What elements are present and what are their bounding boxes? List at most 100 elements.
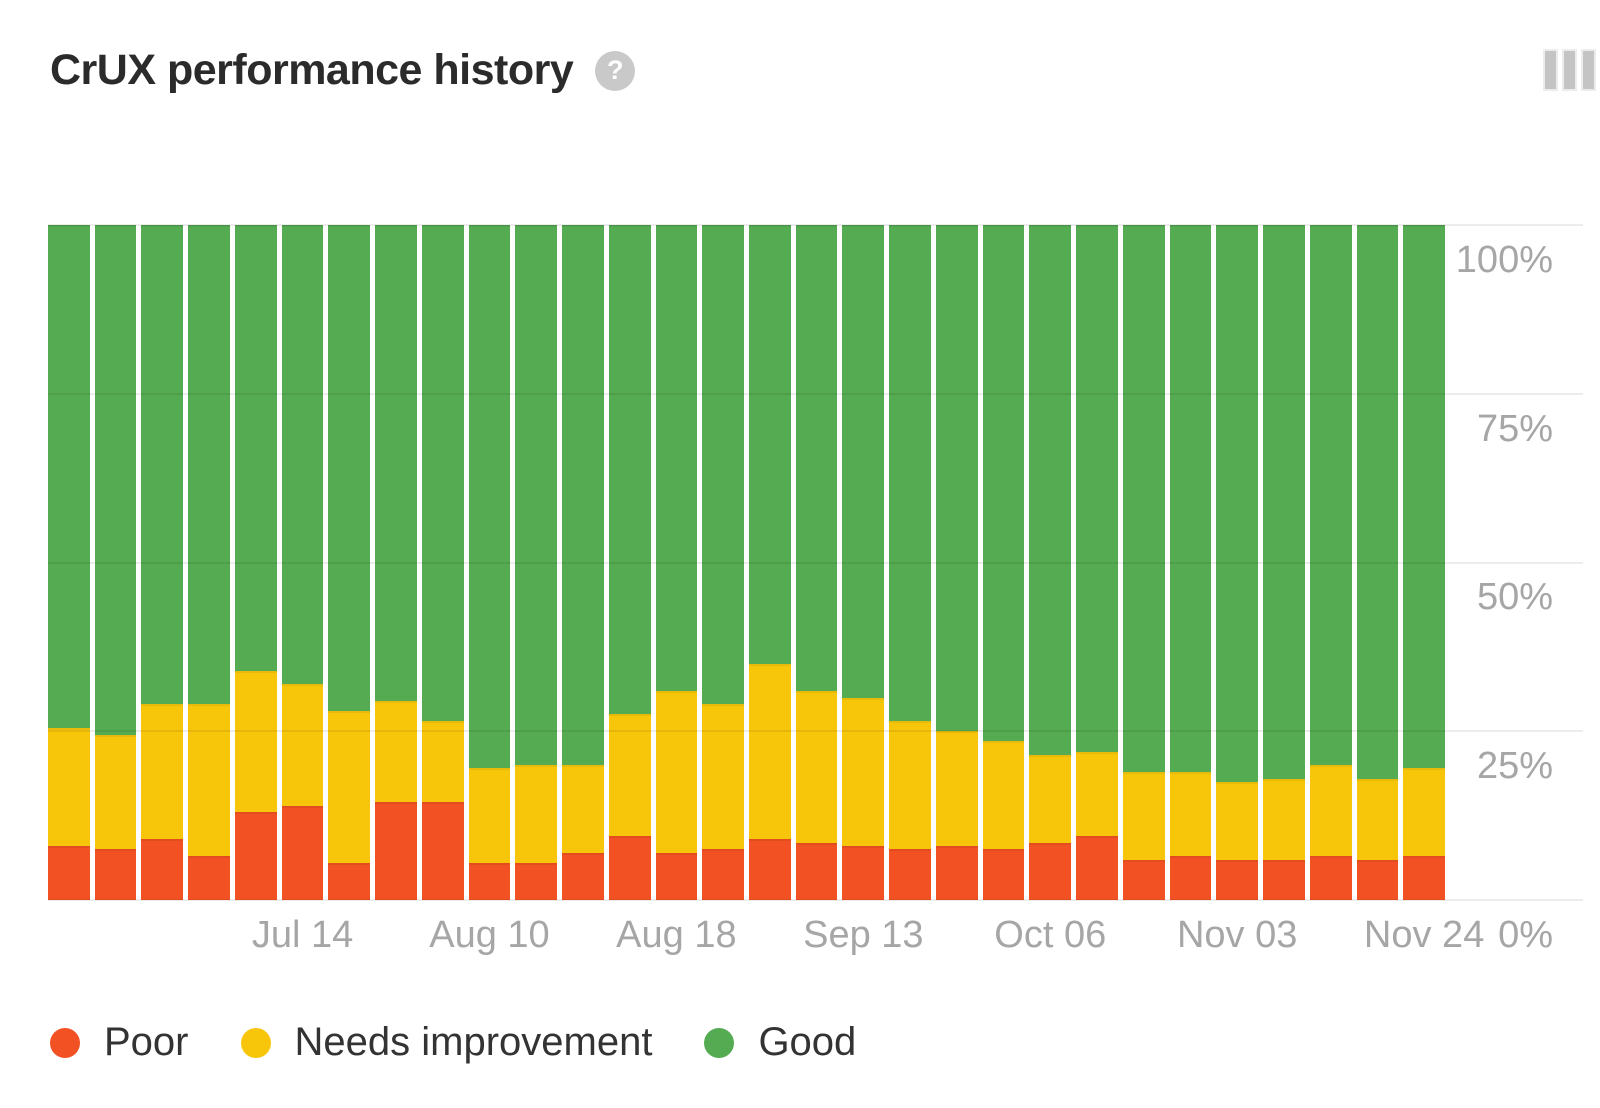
legend-item-needs-improvement[interactable]: Needs improvement <box>240 1020 652 1065</box>
bar[interactable] <box>328 225 371 900</box>
bar-segment-poor[interactable] <box>188 856 230 900</box>
bar-segment-good[interactable] <box>655 225 698 691</box>
bar-segment-poor[interactable] <box>982 849 1025 900</box>
bar-segment-good[interactable] <box>608 225 651 715</box>
bar-segment-needs-improvement[interactable] <box>608 714 651 836</box>
column-chart-icon[interactable] <box>1543 49 1596 91</box>
bar[interactable] <box>421 225 464 900</box>
bar-segment-poor[interactable] <box>48 846 90 900</box>
bar-segment-needs-improvement[interactable] <box>1356 778 1399 860</box>
bar-segment-needs-improvement[interactable] <box>982 741 1025 850</box>
bar-segment-needs-improvement[interactable] <box>421 721 464 803</box>
bar[interactable] <box>188 225 230 900</box>
bar[interactable] <box>935 225 978 900</box>
bar[interactable] <box>655 225 698 900</box>
bar[interactable] <box>468 225 511 900</box>
bar-segment-good[interactable] <box>1169 225 1212 772</box>
bar-segment-good[interactable] <box>188 225 230 705</box>
bar[interactable] <box>1403 225 1446 900</box>
bar[interactable] <box>562 225 604 900</box>
bar-segment-good[interactable] <box>1356 225 1399 779</box>
bar-segment-good[interactable] <box>421 225 464 722</box>
bar-segment-needs-improvement[interactable] <box>749 663 791 840</box>
bar-segment-needs-improvement[interactable] <box>889 721 931 850</box>
bar[interactable] <box>889 225 931 900</box>
bar[interactable] <box>702 225 745 900</box>
bar-segment-poor[interactable] <box>1403 856 1446 900</box>
bar-segment-good[interactable] <box>48 225 90 728</box>
bar-segment-needs-improvement[interactable] <box>935 731 978 846</box>
bar-segment-needs-improvement[interactable] <box>48 727 90 846</box>
bar-segment-good[interactable] <box>842 225 885 698</box>
bar-segment-needs-improvement[interactable] <box>375 700 417 803</box>
bar-segment-needs-improvement[interactable] <box>515 765 558 863</box>
bar-segment-poor[interactable] <box>1216 859 1259 900</box>
bar-segment-good[interactable] <box>1029 225 1072 755</box>
legend-item-good[interactable]: Good <box>704 1020 856 1065</box>
bar[interactable] <box>1076 225 1118 900</box>
bar-segment-good[interactable] <box>328 225 371 711</box>
bar[interactable] <box>1309 225 1352 900</box>
bar-segment-needs-improvement[interactable] <box>141 704 184 840</box>
bar-segment-good[interactable] <box>795 225 838 691</box>
bar-segment-poor[interactable] <box>1029 842 1072 900</box>
bar-segment-good[interactable] <box>562 225 604 765</box>
bar-segment-needs-improvement[interactable] <box>1263 778 1305 860</box>
bar[interactable] <box>842 225 885 900</box>
bar[interactable] <box>48 225 90 900</box>
bar-segment-good[interactable] <box>94 225 137 735</box>
bar-segment-poor[interactable] <box>1169 856 1212 900</box>
bar-segment-good[interactable] <box>1263 225 1305 779</box>
bar-segment-good[interactable] <box>1122 225 1165 772</box>
bar-segment-good[interactable] <box>468 225 511 769</box>
bar[interactable] <box>281 225 324 900</box>
bar-segment-poor[interactable] <box>1122 859 1165 900</box>
bar-segment-poor[interactable] <box>655 852 698 900</box>
bar-segment-good[interactable] <box>1309 225 1352 765</box>
bar-segment-needs-improvement[interactable] <box>562 765 604 853</box>
bar-segment-needs-improvement[interactable] <box>234 670 277 813</box>
bar-segment-good[interactable] <box>141 225 184 705</box>
bar-segment-good[interactable] <box>935 225 978 732</box>
bar-segment-needs-improvement[interactable] <box>795 690 838 843</box>
bar-segment-poor[interactable] <box>468 862 511 900</box>
bar[interactable] <box>234 225 277 900</box>
bar-segment-good[interactable] <box>281 225 324 684</box>
bar-segment-poor[interactable] <box>608 835 651 900</box>
bar-segment-poor[interactable] <box>1309 856 1352 900</box>
bar-segment-needs-improvement[interactable] <box>842 697 885 846</box>
bar-segment-poor[interactable] <box>935 846 978 900</box>
bar-segment-needs-improvement[interactable] <box>468 768 511 863</box>
bar-segment-good[interactable] <box>1076 225 1118 752</box>
bar-segment-good[interactable] <box>1403 225 1446 769</box>
bar-segment-good[interactable] <box>375 225 417 701</box>
bar[interactable] <box>1216 225 1259 900</box>
bar[interactable] <box>608 225 651 900</box>
bar-segment-poor[interactable] <box>375 802 417 900</box>
bar-segment-needs-improvement[interactable] <box>1309 765 1352 857</box>
bar-segment-needs-improvement[interactable] <box>188 704 230 857</box>
bar-segment-poor[interactable] <box>281 805 324 900</box>
bar-segment-needs-improvement[interactable] <box>1029 754 1072 843</box>
bar-segment-needs-improvement[interactable] <box>702 704 745 850</box>
bar-segment-poor[interactable] <box>515 862 558 900</box>
bar[interactable] <box>515 225 558 900</box>
bar[interactable] <box>141 225 184 900</box>
bar[interactable] <box>1356 225 1399 900</box>
bar-segment-good[interactable] <box>889 225 931 722</box>
bar-segment-poor[interactable] <box>795 842 838 900</box>
bar-segment-good[interactable] <box>234 225 277 671</box>
bar[interactable] <box>1122 225 1165 900</box>
bar-segment-needs-improvement[interactable] <box>281 684 324 806</box>
bar-segment-needs-improvement[interactable] <box>1403 768 1446 857</box>
bar-segment-poor[interactable] <box>234 812 277 900</box>
bar-segment-good[interactable] <box>515 225 558 765</box>
bar-segment-needs-improvement[interactable] <box>328 711 371 863</box>
bar-segment-needs-improvement[interactable] <box>1076 751 1118 836</box>
bar[interactable] <box>982 225 1025 900</box>
bar-segment-poor[interactable] <box>1356 859 1399 900</box>
bar-segment-good[interactable] <box>749 225 791 664</box>
bar-segment-good[interactable] <box>702 225 745 705</box>
bar[interactable] <box>749 225 791 900</box>
bar[interactable] <box>375 225 417 900</box>
